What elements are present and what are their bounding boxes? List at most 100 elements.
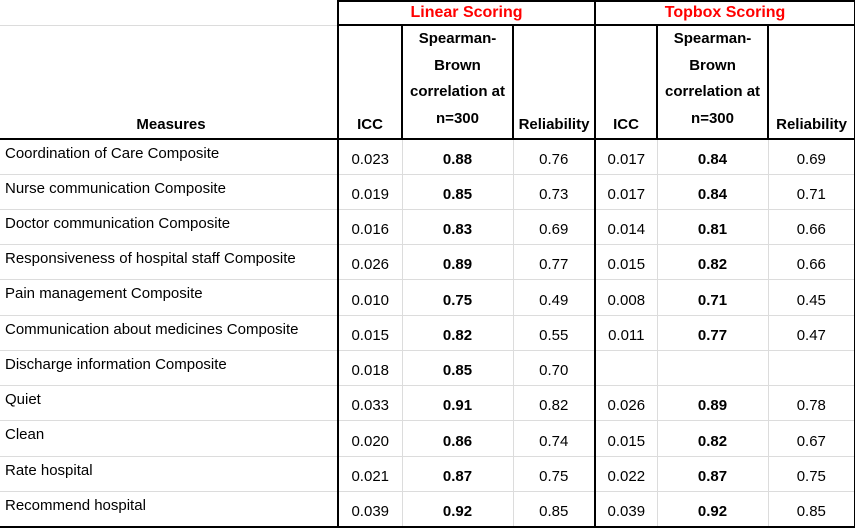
reliability-linear-cell: 0.55 <box>512 315 596 351</box>
reliability-topbox-cell: 0.71 <box>767 174 855 210</box>
spearman-linear-cell: 0.75 <box>401 279 513 316</box>
icc-linear-cell: 0.010 <box>337 279 402 316</box>
icc-topbox-cell: 0.017 <box>594 138 658 175</box>
spearman-topbox-cell: 0.89 <box>656 385 769 422</box>
group-header-row: Linear Scoring Topbox Scoring <box>0 0 855 26</box>
table-row: Recommend hospital 0.039 0.92 0.85 0.039… <box>0 491 855 528</box>
measure-cell: Coordination of Care Composite <box>0 138 338 175</box>
reliability-topbox-cell: 0.45 <box>767 279 855 316</box>
measure-cell: Nurse communication Composite <box>0 174 338 210</box>
col-header-spearman-topbox: Spearman-Brown correlation at n=300 <box>656 25 769 140</box>
table-row: Doctor communication Composite 0.016 0.8… <box>0 209 855 246</box>
icc-linear-cell: 0.019 <box>337 174 402 210</box>
reliability-topbox-cell: 0.69 <box>767 138 855 175</box>
icc-linear-cell: 0.023 <box>337 138 402 175</box>
column-header-row: Measures ICC Spearman-Brown correlation … <box>0 25 855 140</box>
table-row: Nurse communication Composite 0.019 0.85… <box>0 174 855 210</box>
reliability-linear-cell: 0.73 <box>512 174 596 210</box>
reliability-linear-cell: 0.85 <box>512 491 596 528</box>
reliability-topbox-cell: 0.67 <box>767 420 855 457</box>
icc-linear-cell: 0.026 <box>337 244 402 281</box>
measure-cell: Doctor communication Composite <box>0 209 338 246</box>
measure-cell: Pain management Composite <box>0 279 338 316</box>
spearman-linear-cell: 0.89 <box>401 244 513 281</box>
spearman-topbox-cell: 0.77 <box>656 315 769 351</box>
spearman-topbox-cell: 0.82 <box>656 420 769 457</box>
spearman-linear-cell: 0.92 <box>401 491 513 528</box>
table-row: Responsiveness of hospital staff Composi… <box>0 244 855 281</box>
table-body: Coordination of Care Composite 0.023 0.8… <box>0 138 855 528</box>
icc-topbox-cell: 0.014 <box>594 209 658 246</box>
measure-cell: Discharge information Composite <box>0 350 338 387</box>
icc-topbox-cell: 0.039 <box>594 491 658 528</box>
col-header-reliability-linear: Reliability <box>511 25 596 140</box>
reliability-linear-cell: 0.82 <box>512 385 596 422</box>
spearman-linear-cell: 0.87 <box>401 456 513 492</box>
icc-topbox-cell: 0.017 <box>594 174 658 210</box>
spearman-topbox-cell: 0.84 <box>656 138 769 175</box>
table-row: Clean 0.020 0.86 0.74 0.015 0.82 0.67 <box>0 420 855 457</box>
reliability-topbox-cell: 0.75 <box>767 456 855 492</box>
icc-linear-cell: 0.016 <box>337 209 402 246</box>
icc-linear-cell: 0.021 <box>337 456 402 492</box>
measure-cell: Clean <box>0 420 338 457</box>
group-header-topbox: Topbox Scoring <box>594 0 855 26</box>
spearman-topbox-cell: 0.84 <box>656 174 769 210</box>
icc-linear-cell: 0.018 <box>337 350 402 387</box>
table-row: Quiet 0.033 0.91 0.82 0.026 0.89 0.78 <box>0 385 855 422</box>
reliability-linear-cell: 0.49 <box>512 279 596 316</box>
spearman-linear-cell: 0.86 <box>401 420 513 457</box>
spearman-linear-cell: 0.82 <box>401 315 513 351</box>
icc-topbox-cell <box>594 350 658 387</box>
icc-linear-cell: 0.020 <box>337 420 402 457</box>
table-row: Rate hospital 0.021 0.87 0.75 0.022 0.87… <box>0 456 855 492</box>
table-row: Communication about medicines Composite … <box>0 315 855 351</box>
spearman-topbox-cell: 0.71 <box>656 279 769 316</box>
measure-cell: Recommend hospital <box>0 491 338 528</box>
icc-topbox-cell: 0.015 <box>594 420 658 457</box>
reliability-linear-cell: 0.70 <box>512 350 596 387</box>
reliability-topbox-cell: 0.66 <box>767 209 855 246</box>
spearman-topbox-cell: 0.92 <box>656 491 769 528</box>
spearman-linear-cell: 0.85 <box>401 350 513 387</box>
col-header-icc-linear: ICC <box>337 25 402 140</box>
spearman-linear-cell: 0.85 <box>401 174 513 210</box>
icc-linear-cell: 0.039 <box>337 491 402 528</box>
measure-cell: Responsiveness of hospital staff Composi… <box>0 244 338 281</box>
spearman-topbox-cell: 0.81 <box>656 209 769 246</box>
spearman-topbox-cell <box>656 350 769 387</box>
icc-topbox-cell: 0.011 <box>594 315 658 351</box>
table-row: Discharge information Composite 0.018 0.… <box>0 350 855 387</box>
reliability-topbox-cell <box>767 350 855 387</box>
icc-topbox-cell: 0.008 <box>594 279 658 316</box>
reliability-topbox-cell: 0.78 <box>767 385 855 422</box>
icc-topbox-cell: 0.022 <box>594 456 658 492</box>
spearman-linear-cell: 0.88 <box>401 138 513 175</box>
group-header-spacer <box>0 1 338 26</box>
col-header-reliability-topbox: Reliability <box>767 25 855 140</box>
reliability-linear-cell: 0.74 <box>512 420 596 457</box>
reliability-linear-cell: 0.77 <box>512 244 596 281</box>
group-header-linear: Linear Scoring <box>336 0 597 26</box>
spearman-topbox-cell: 0.87 <box>656 456 769 492</box>
measure-cell: Quiet <box>0 385 338 422</box>
measure-cell: Rate hospital <box>0 456 338 492</box>
spearman-topbox-cell: 0.82 <box>656 244 769 281</box>
col-header-icc-topbox: ICC <box>594 25 658 140</box>
reliability-topbox-cell: 0.66 <box>767 244 855 281</box>
icc-topbox-cell: 0.026 <box>594 385 658 422</box>
icc-topbox-cell: 0.015 <box>594 244 658 281</box>
reliability-linear-cell: 0.76 <box>512 138 596 175</box>
spearman-linear-cell: 0.91 <box>401 385 513 422</box>
col-header-measures: Measures <box>0 25 338 140</box>
table-row: Coordination of Care Composite 0.023 0.8… <box>0 138 855 175</box>
icc-linear-cell: 0.015 <box>337 315 402 351</box>
col-header-spearman-linear: Spearman-Brown correlation at n=300 <box>401 25 513 140</box>
icc-linear-cell: 0.033 <box>337 385 402 422</box>
table-row: Pain management Composite 0.010 0.75 0.4… <box>0 279 855 316</box>
reliability-linear-cell: 0.69 <box>512 209 596 246</box>
spearman-linear-cell: 0.83 <box>401 209 513 246</box>
reliability-topbox-cell: 0.85 <box>767 491 855 528</box>
measure-cell: Communication about medicines Composite <box>0 315 338 351</box>
